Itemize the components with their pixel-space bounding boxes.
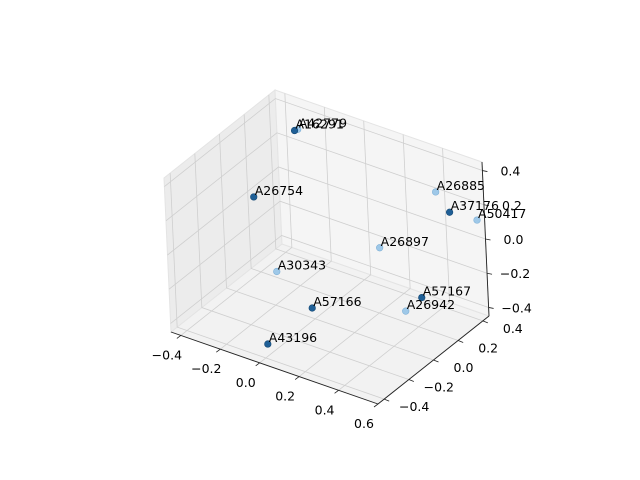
z-tick [488,307,494,309]
y-tick [408,379,414,382]
y-tick-label: 0.2 [478,340,498,355]
point-label: A16291 [296,117,344,132]
y-tick [384,398,390,402]
x-gridline [220,107,332,350]
y-gridline [169,173,385,400]
z-tick [482,170,488,172]
z-gridline [164,98,483,187]
chart-tick-labels: −0.4−0.20.00.20.40.6−0.4−0.20.00.20.4−0.… [152,164,532,431]
y-tick-label: 0.4 [503,321,523,336]
y-tick [433,359,439,363]
x-tick-label: 0.6 [354,416,374,431]
x-axis-line [170,331,379,405]
data-point [432,188,440,196]
x-tick [334,389,339,394]
x-tick-label: −0.2 [191,361,221,376]
z-gridline [170,234,489,324]
point-label: A57166 [313,294,361,309]
y-tick-label: −0.2 [424,380,454,395]
y-gridline [268,94,483,322]
y-tick [482,320,488,324]
point-label: A26754 [255,183,303,198]
x-tick-label: −0.4 [152,347,182,362]
x-tick-label: 0.2 [275,389,295,404]
x-tick-label: 0.4 [315,402,335,417]
y-tick [458,340,464,343]
z-gridline [167,166,486,256]
point-label: A37176 [451,198,499,213]
x-tick [255,362,260,367]
data-point [308,304,316,312]
x-tick [294,376,300,380]
x-tick [373,403,379,408]
z-tick [485,238,491,241]
chart-panes [163,89,491,405]
x-tick [216,348,221,353]
data-point [473,216,481,224]
data-point [376,244,384,252]
point-label: A26897 [381,234,429,249]
z-tick-label: 0.2 [502,198,522,213]
z-gridline [165,132,485,222]
y-gridline [219,133,434,361]
x-tick [176,335,182,339]
x-gridline [180,93,293,336]
x-gridline [259,120,372,364]
point-label: A50417 [478,206,526,221]
point-label: A26885 [437,178,485,193]
data-point [418,293,426,302]
data-point [290,126,299,135]
y-tick-label: 0.0 [454,360,474,375]
z-tick [483,204,490,207]
point-label: A43196 [269,330,317,345]
y-tick-label: −0.4 [399,399,429,414]
z-gridline [168,200,488,290]
data-point [273,267,281,276]
data-point [250,193,258,201]
point-label: A42779 [299,115,347,130]
z-tick [486,272,493,275]
z-tick-label: 0.0 [504,232,524,247]
z-tick-label: −0.2 [500,266,530,281]
point-label: A26942 [407,297,455,312]
z-tick-label: −0.4 [501,300,531,315]
x-gridline [338,148,450,391]
x-tick-label: 0.0 [236,375,256,390]
point-label: A30343 [278,258,326,273]
data-point [445,208,454,216]
z-tick-label: 0.4 [500,164,520,179]
data-point [402,307,410,315]
x-gridline [298,134,411,377]
y-gridline [243,114,459,341]
point-label: A57167 [423,284,471,299]
y-gridline [194,153,409,380]
data-point [264,340,272,348]
